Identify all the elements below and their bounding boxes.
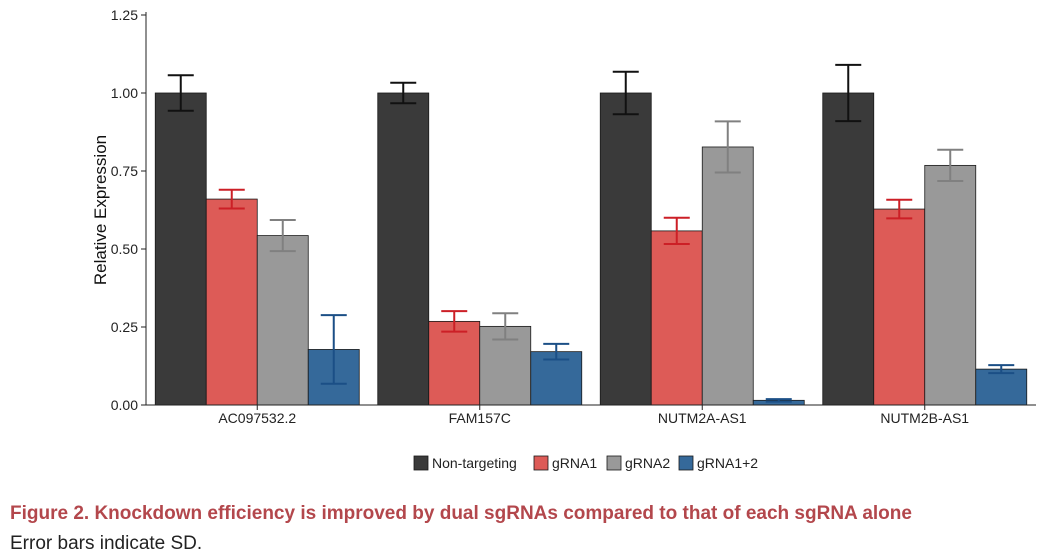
- bar: [873, 208, 926, 406]
- x-tick-label: NUTM2A-AS1: [658, 410, 747, 426]
- bar: [975, 368, 1028, 406]
- y-tick-label: 0.50: [111, 241, 138, 257]
- axes: 0.00 0.25 0.50 0.75 1.00 1.25 AC097532.2 FAM157…: [111, 7, 1036, 426]
- y-tick-label: 0.00: [111, 397, 138, 413]
- error-bars-group: [167, 63, 1015, 403]
- x-tick-label: FAM157C: [449, 410, 511, 426]
- figure-caption-note: Error bars indicate SD.: [10, 533, 203, 554]
- bar-chart: 0.00 0.25 0.50 0.75 1.00 1.25 AC097532.2 FAM157…: [91, 7, 1036, 471]
- legend-label: gRNA1: [552, 455, 597, 471]
- bar: [205, 198, 258, 406]
- bars-group: [154, 92, 1028, 406]
- bar: [822, 92, 875, 406]
- x-tick-label: NUTM2B-AS1: [880, 410, 969, 426]
- y-tick-label: 0.25: [111, 319, 138, 335]
- y-axis-label: Relative Expression: [91, 135, 110, 285]
- bar: [599, 92, 652, 406]
- legend-swatch: [533, 455, 549, 471]
- bar: [650, 230, 703, 406]
- legend-label: gRNA1+2: [697, 455, 758, 471]
- y-tick-label: 1.00: [111, 85, 138, 101]
- y-tick-label: 0.75: [111, 163, 138, 179]
- bar: [924, 164, 977, 406]
- legend-swatch: [606, 455, 622, 471]
- legend-label: gRNA2: [625, 455, 670, 471]
- bar: [377, 92, 430, 406]
- y-tick-label: 1.25: [111, 7, 138, 23]
- figure-caption-title: Figure 2. Knockdown efficiency is improv…: [10, 503, 912, 524]
- x-tick-label: AC097532.2: [218, 410, 296, 426]
- bar: [428, 320, 481, 406]
- legend-swatch: [413, 455, 429, 471]
- bar: [256, 235, 309, 406]
- legend-swatch: [678, 455, 694, 471]
- legend-label: Non-targeting: [432, 455, 517, 471]
- bar: [701, 146, 754, 406]
- legend: Non-targeting gRNA1 gRNA2 gRNA1+2: [413, 455, 758, 471]
- bar: [154, 92, 207, 406]
